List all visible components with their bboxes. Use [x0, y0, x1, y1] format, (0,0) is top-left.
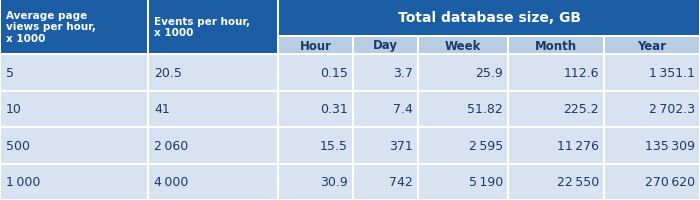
Bar	[419, 128, 507, 163]
Text: 2 702.3: 2 702.3	[649, 103, 695, 116]
Text: 270 620: 270 620	[645, 175, 695, 188]
Bar	[509, 165, 603, 199]
Text: 4 000: 4 000	[154, 175, 188, 188]
Bar	[149, 165, 277, 199]
Text: 5 190: 5 190	[469, 175, 503, 188]
Text: 135 309: 135 309	[645, 139, 695, 152]
Text: Day: Day	[373, 39, 398, 52]
Bar	[509, 56, 603, 90]
Text: 41: 41	[154, 103, 169, 116]
Text: 0.15: 0.15	[320, 66, 348, 79]
Bar	[419, 165, 507, 199]
Text: 3.7: 3.7	[393, 66, 413, 79]
Text: 30.9: 30.9	[321, 175, 348, 188]
Bar	[605, 38, 699, 54]
Text: Week: Week	[444, 39, 481, 52]
Text: 1 000: 1 000	[6, 175, 41, 188]
Text: 500: 500	[6, 139, 30, 152]
Text: Year: Year	[638, 39, 666, 52]
Bar	[509, 128, 603, 163]
Bar	[605, 56, 699, 90]
Text: 7.4: 7.4	[393, 103, 413, 116]
Text: 20.5: 20.5	[154, 66, 182, 79]
Bar	[419, 92, 507, 126]
Bar	[354, 56, 417, 90]
Bar	[1, 165, 147, 199]
Text: 371: 371	[389, 139, 413, 152]
Bar	[605, 165, 699, 199]
Bar	[279, 56, 352, 90]
Text: Events per hour,
x 1000: Events per hour, x 1000	[154, 17, 250, 38]
Bar	[279, 1, 699, 36]
Text: Hour: Hour	[300, 39, 332, 52]
Bar	[279, 92, 352, 126]
Bar	[419, 38, 507, 54]
Text: 2 595: 2 595	[469, 139, 503, 152]
Bar	[605, 128, 699, 163]
Bar	[1, 56, 147, 90]
Bar	[354, 38, 417, 54]
Text: 742: 742	[389, 175, 413, 188]
Bar	[1, 92, 147, 126]
Text: 1 351.1: 1 351.1	[649, 66, 695, 79]
Bar	[1, 128, 147, 163]
Bar	[149, 1, 277, 54]
Text: Month: Month	[535, 39, 577, 52]
Text: 22 550: 22 550	[556, 175, 599, 188]
Bar	[354, 92, 417, 126]
Bar	[354, 165, 417, 199]
Text: 112.6: 112.6	[564, 66, 599, 79]
Text: 10: 10	[6, 103, 22, 116]
Text: 15.5: 15.5	[320, 139, 348, 152]
Bar	[509, 38, 603, 54]
Bar	[1, 1, 147, 54]
Bar	[419, 56, 507, 90]
Bar	[509, 92, 603, 126]
Bar	[279, 38, 352, 54]
Text: Total database size, GB: Total database size, GB	[398, 11, 580, 25]
Bar	[605, 92, 699, 126]
Text: 225.2: 225.2	[564, 103, 599, 116]
Bar	[279, 165, 352, 199]
Text: 5: 5	[6, 66, 14, 79]
Bar	[149, 128, 277, 163]
Bar	[149, 56, 277, 90]
Text: 25.9: 25.9	[475, 66, 503, 79]
Bar	[279, 128, 352, 163]
Text: 51.82: 51.82	[468, 103, 503, 116]
Text: 0.31: 0.31	[321, 103, 348, 116]
Text: 2 060: 2 060	[154, 139, 188, 152]
Bar	[354, 128, 417, 163]
Text: Average page
views per hour,
x 1000: Average page views per hour, x 1000	[6, 11, 96, 44]
Bar	[149, 92, 277, 126]
Text: 11 276: 11 276	[557, 139, 599, 152]
